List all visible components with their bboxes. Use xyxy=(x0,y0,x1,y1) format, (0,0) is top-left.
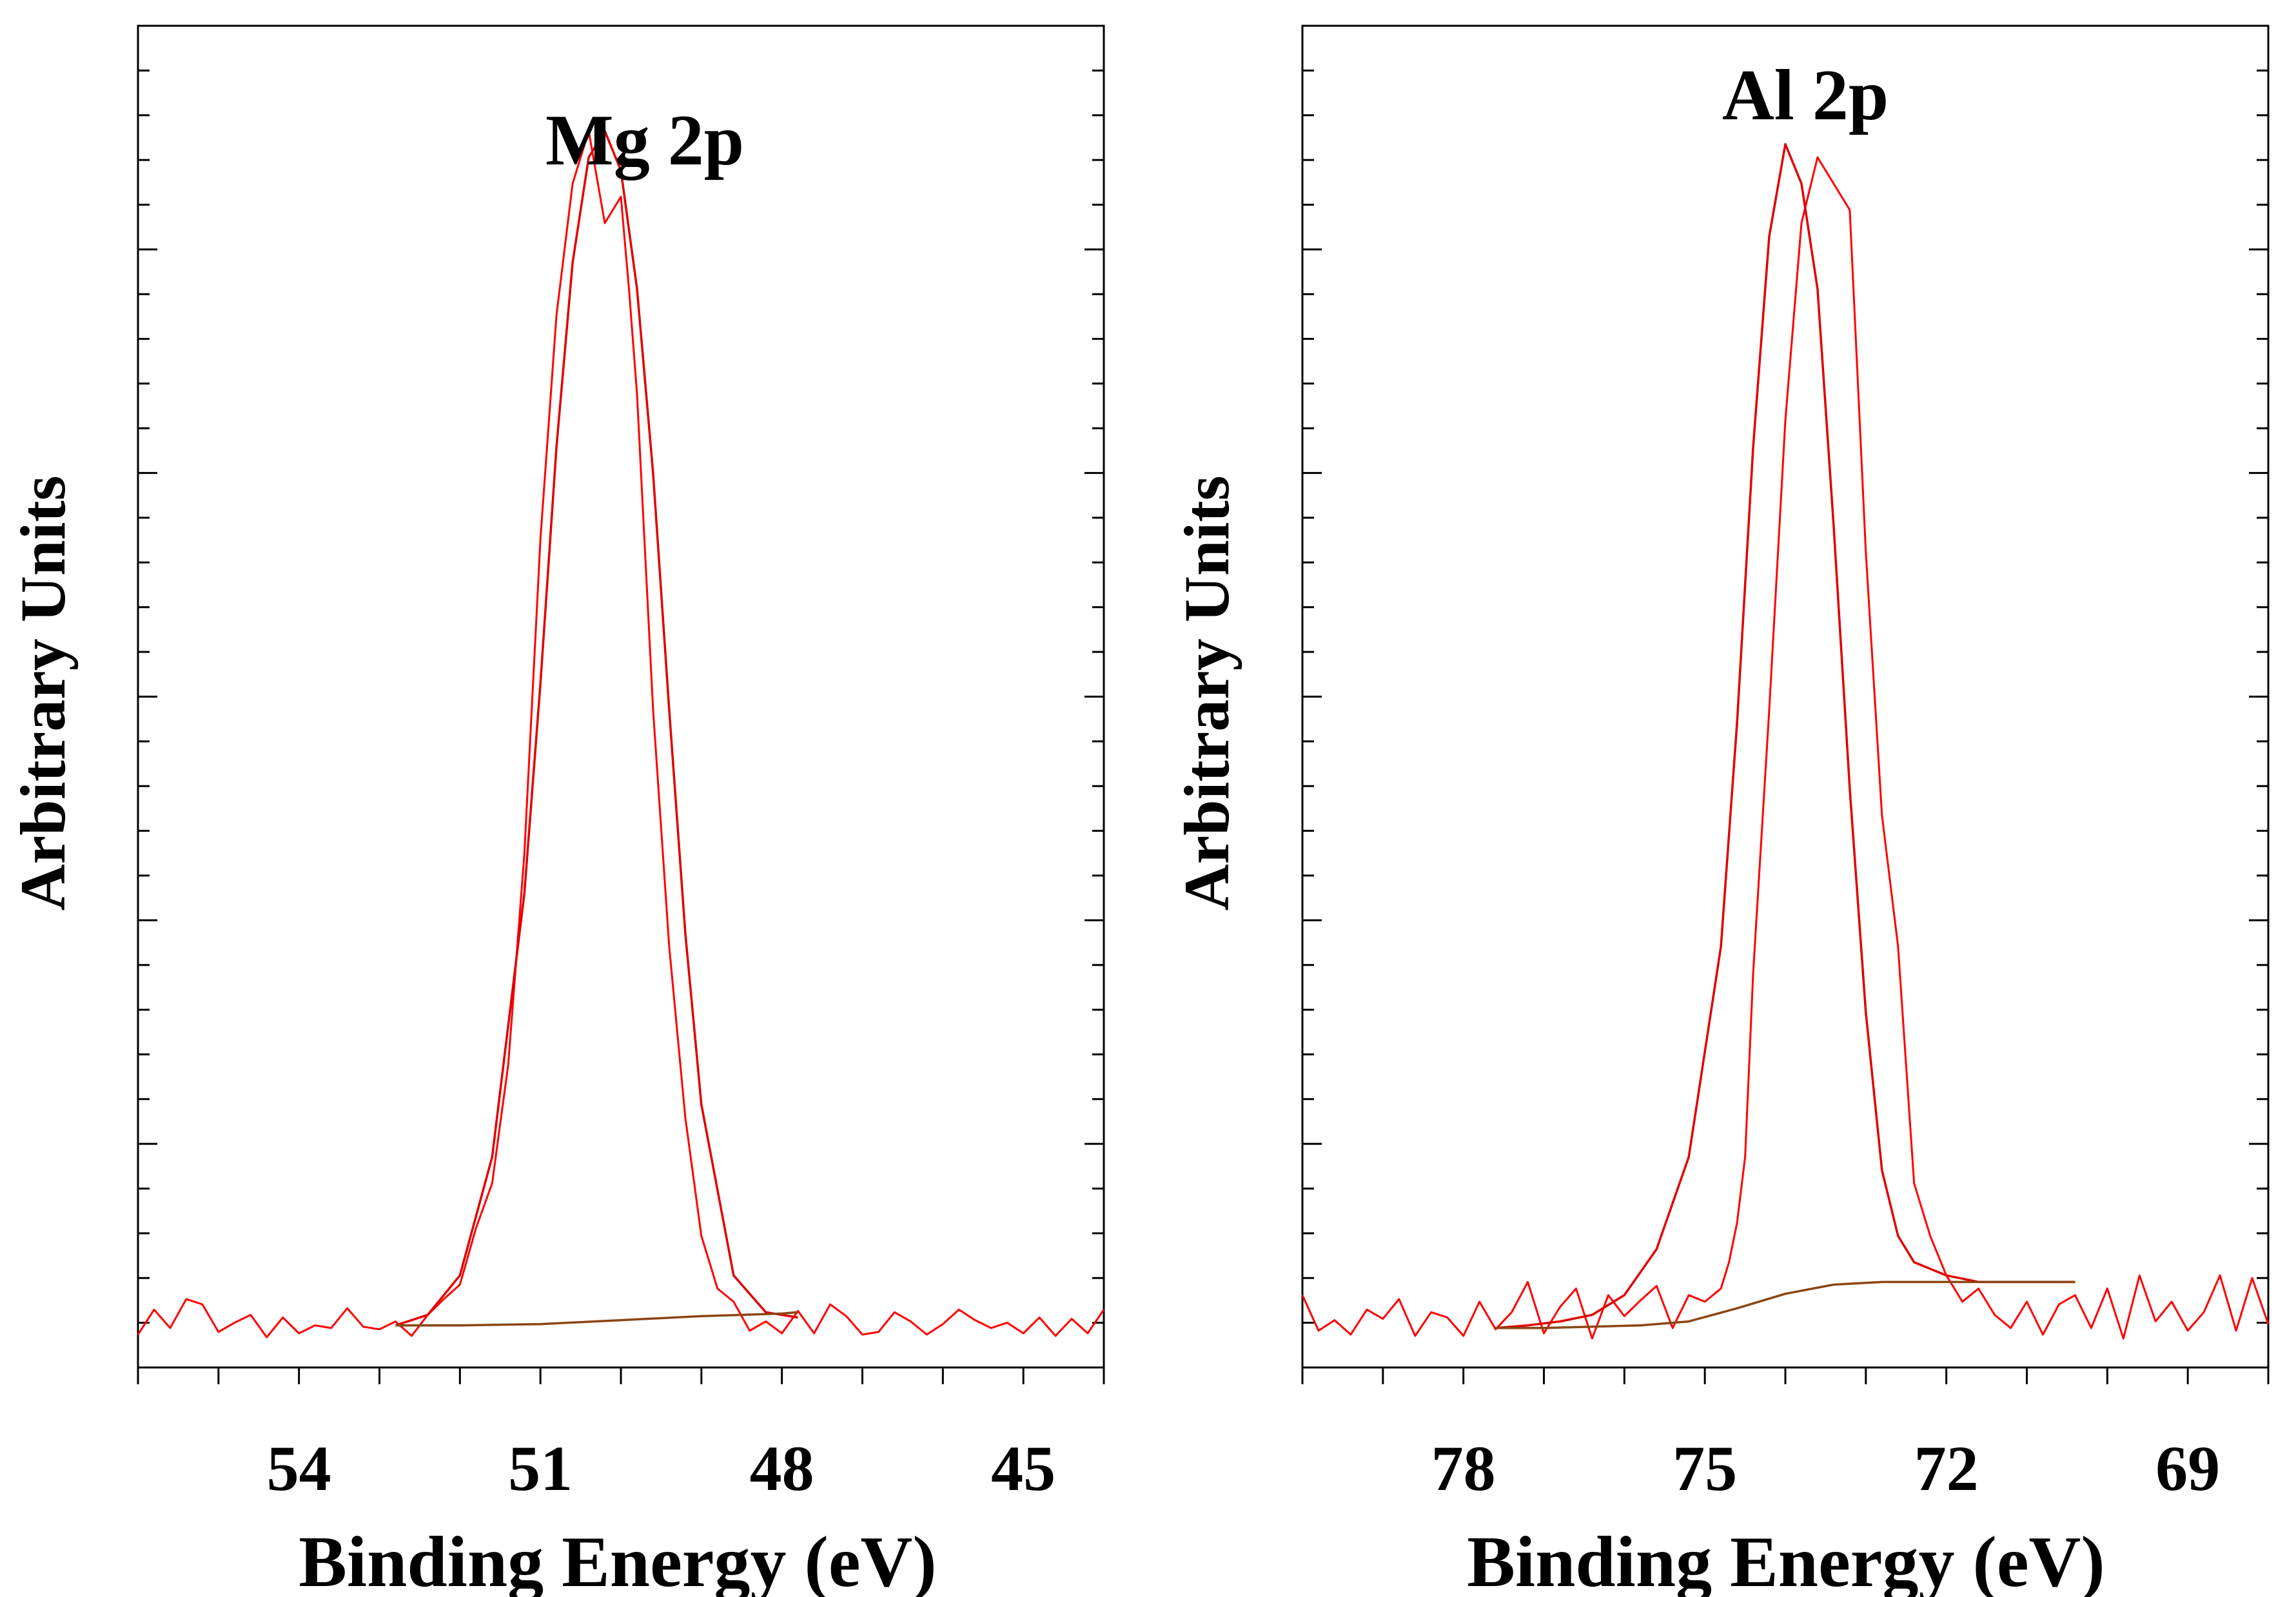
al2p-panel: 78 75 72 69 Al 2p Binding Energy (eV) Arbit… xyxy=(1171,24,2270,1597)
al2p-x-tick-label: 78 xyxy=(1431,1433,1496,1504)
mg2p-plot-frame xyxy=(137,24,1105,1369)
al2p-y-axis-label: Arbitrary Units xyxy=(1171,476,1242,911)
mg2p-panel: 54 51 48 45 Mg 2p Binding Energy (eV) Arbit… xyxy=(7,24,1105,1597)
al2p-title: Al 2p xyxy=(1722,55,1889,135)
al2p-x-tick-label: 72 xyxy=(1914,1433,1979,1504)
al2p-series-raw xyxy=(1301,156,2270,1340)
al2p-x-axis-label: Binding Energy (eV) xyxy=(1467,1522,2105,1597)
al2p-series-background xyxy=(1495,1280,2075,1329)
mg2p-x-tick-label: 45 xyxy=(991,1433,1055,1504)
mg2p-x-tick-label: 48 xyxy=(750,1433,814,1504)
mg2p-series xyxy=(137,130,1105,1338)
al2p-x-tick-label: 75 xyxy=(1673,1433,1737,1504)
mg2p-ticks: 54 51 48 45 xyxy=(137,69,1105,1504)
mg2p-y-axis-label: Arbitrary Units xyxy=(7,476,79,911)
al2p-series xyxy=(1301,142,2270,1340)
mg2p-title: Mg 2p xyxy=(545,101,744,181)
al2p-ticks: 78 75 72 69 xyxy=(1301,69,2270,1504)
al2p-series-fit xyxy=(1495,142,2075,1329)
mg2p-series-fit xyxy=(395,130,798,1327)
mg2p-series-background xyxy=(395,1311,798,1327)
mg2p-series-raw xyxy=(137,130,1105,1338)
mg2p-x-tick-label: 51 xyxy=(508,1433,573,1504)
al2p-plot-frame xyxy=(1301,24,2270,1369)
mg2p-x-axis-label: Binding Energy (eV) xyxy=(299,1522,936,1597)
al2p-x-tick-label: 69 xyxy=(2155,1433,2220,1504)
mg2p-x-tick-label: 54 xyxy=(267,1433,331,1504)
